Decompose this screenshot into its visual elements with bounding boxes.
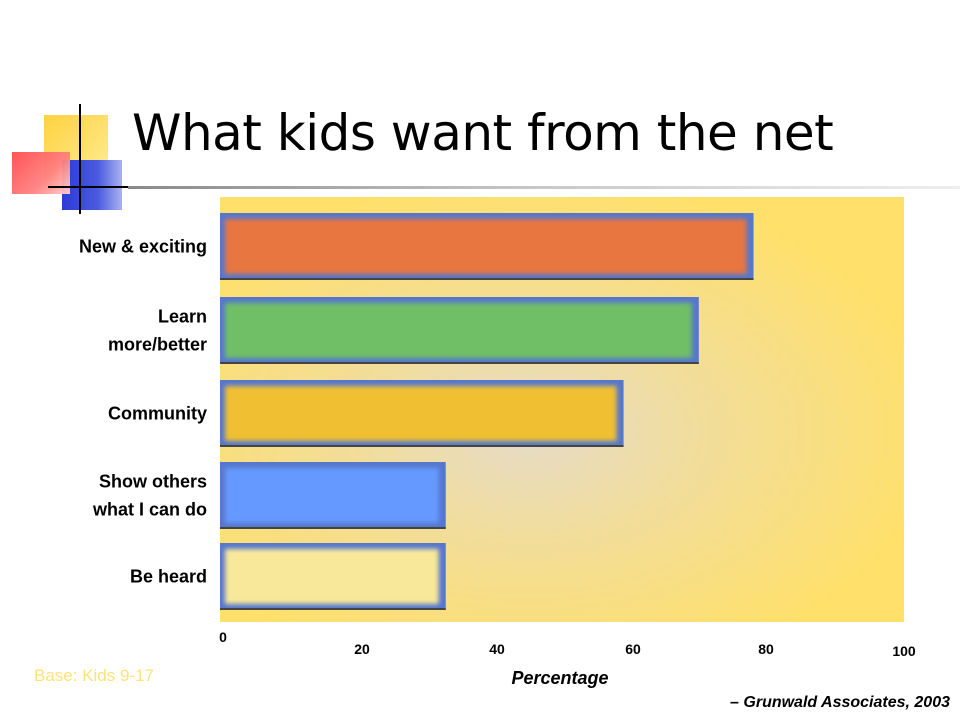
bar-5 [220, 543, 446, 610]
category-label-2-line-1: Learn [158, 307, 207, 327]
base-note: Base: Kids 9-17 [34, 666, 155, 685]
tick-label-100: 100 [892, 643, 916, 659]
category-label-2-line-2: more/better [108, 335, 207, 355]
vertical-rule-decoration [79, 104, 81, 214]
decorative-corner-blocks [0, 0, 140, 220]
x-axis-label: Percentage [511, 668, 609, 688]
tick-label-40: 40 [489, 641, 505, 657]
bar-3 [220, 380, 624, 447]
bar-4 [220, 462, 446, 529]
category-label-3: Community [108, 404, 207, 424]
category-label-5: Be heard [130, 567, 207, 587]
bar-2 [220, 297, 699, 364]
slide-title: What kids want from the net [132, 104, 834, 162]
tick-label-20: 20 [354, 641, 370, 657]
category-label-4-line-2: what I can do [92, 500, 207, 520]
bar-1 [220, 213, 754, 280]
source-credit: – Grunwald Associates, 2003 [730, 694, 950, 711]
blue-square-decoration [62, 160, 122, 210]
tick-label-80: 80 [758, 641, 774, 657]
category-label-4-line-1: Show others [99, 472, 207, 492]
horizontal-rule-decoration [48, 186, 128, 188]
tick-label-0: 0 [219, 629, 227, 645]
category-label-1: New & exciting [79, 237, 207, 257]
title-underline [128, 186, 960, 189]
tick-label-60: 60 [625, 641, 641, 657]
